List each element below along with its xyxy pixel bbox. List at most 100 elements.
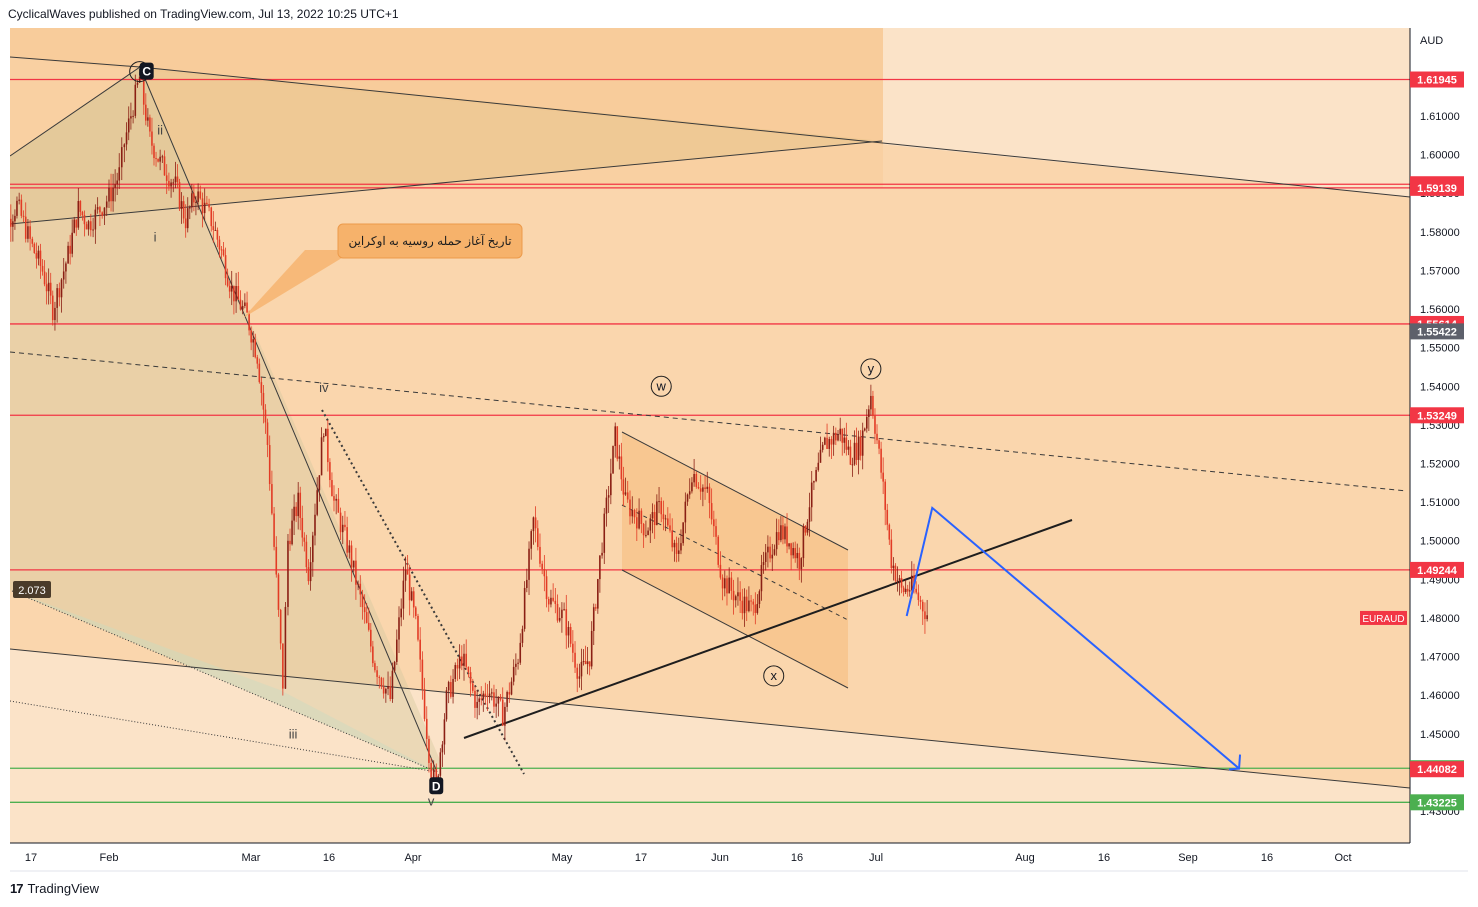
candle-body	[325, 428, 327, 437]
price-tick-label: 1.45000	[1420, 729, 1460, 741]
candle-body	[10, 218, 12, 227]
time-tick-label: 16	[323, 852, 335, 864]
price-lines	[10, 78, 1410, 803]
candle-body	[778, 532, 780, 541]
candle-body	[645, 535, 647, 537]
candle-body	[29, 226, 31, 239]
candle-body	[69, 245, 71, 254]
candle-body	[320, 437, 323, 476]
candle-body	[552, 597, 554, 601]
candle-body	[478, 698, 481, 702]
candle-body	[828, 439, 831, 449]
candle-body	[708, 486, 711, 504]
candle-body	[504, 706, 506, 726]
price-axis-bg	[1410, 28, 1478, 843]
tradingview-logo[interactable]: ⁠17 TradingView	[10, 881, 99, 896]
price-badge-7-box	[1410, 794, 1464, 811]
candle-body	[804, 526, 807, 533]
candle-body	[730, 577, 733, 591]
candle-body	[77, 201, 80, 228]
candle-body	[872, 395, 874, 416]
candle-body	[582, 661, 585, 663]
candle-body	[299, 492, 302, 518]
candle-body	[174, 176, 177, 183]
candle-body	[572, 643, 574, 653]
candle-body	[250, 330, 252, 343]
candle-body	[370, 629, 372, 647]
candle-body	[824, 437, 826, 445]
candle-body	[782, 525, 784, 540]
candle-body	[499, 696, 502, 700]
candle-body	[184, 218, 187, 229]
candle-body	[528, 548, 530, 580]
time-tick-label: 17	[635, 852, 647, 864]
candle-body	[578, 676, 581, 679]
candle-body	[506, 691, 508, 707]
time-tick-label: 16	[1098, 852, 1110, 864]
candle-body	[67, 245, 69, 264]
candle-body	[389, 686, 392, 699]
candle-body	[880, 448, 882, 473]
candle-body	[710, 503, 713, 520]
candle-body	[482, 693, 485, 699]
price-tick-label: 1.61000	[1420, 111, 1460, 123]
candle-body	[849, 446, 852, 465]
candle-body	[47, 282, 50, 292]
candle-body	[293, 506, 295, 521]
candle-body	[501, 699, 504, 726]
candle-body	[857, 436, 860, 460]
candle-body	[197, 191, 199, 202]
candle-body	[680, 543, 682, 551]
price-axis: AUD1.610001.600001.590001.580001.570001.…	[1360, 28, 1478, 843]
price-badge-7: 1.43225	[1410, 794, 1464, 811]
candle-body	[130, 116, 132, 119]
time-axis-bg	[10, 843, 1410, 871]
candle-body	[201, 198, 204, 214]
symbol-tag: EURAUD	[1360, 610, 1407, 625]
candle-body	[908, 590, 911, 592]
candle-body	[515, 663, 517, 667]
candle-body	[688, 491, 691, 495]
candle-body	[493, 692, 495, 707]
time-tick-label: 16	[791, 852, 803, 864]
candle-body	[640, 510, 643, 524]
price-badge-0-box	[1410, 71, 1464, 88]
candle-body	[647, 530, 649, 536]
price-tick-label: 1.60000	[1420, 150, 1460, 162]
wave-label-y: y	[860, 358, 882, 380]
fib-ratio-text: 2.073	[18, 585, 46, 597]
candle-body	[224, 255, 227, 279]
candle-body	[682, 522, 684, 544]
callout-box	[337, 223, 523, 259]
candle-body	[721, 577, 724, 589]
candle-body	[737, 592, 739, 597]
wave-label-w: w	[650, 375, 672, 397]
candle-body	[796, 552, 799, 559]
candle-body	[902, 587, 905, 593]
candle-body	[357, 583, 359, 585]
candle-body	[726, 578, 728, 594]
candle-body	[813, 481, 815, 483]
candle-body	[565, 609, 568, 636]
projection-arrowhead	[1228, 754, 1242, 771]
candle-body	[576, 667, 579, 679]
candle-body	[275, 546, 278, 575]
candle-body	[252, 339, 254, 343]
candle-body	[695, 473, 698, 487]
projection-line	[905, 506, 1240, 770]
candle-body	[626, 492, 629, 500]
candle-body	[463, 653, 465, 666]
candle-body	[208, 204, 210, 208]
candle-body	[788, 543, 790, 547]
extra-badge-0-box	[1410, 323, 1464, 340]
candle-body	[859, 436, 862, 456]
candle-body	[85, 224, 88, 230]
candle-body	[4, 229, 6, 243]
candle-body	[898, 578, 901, 581]
candle-body	[835, 432, 837, 441]
candle-body	[254, 339, 257, 358]
candle-body	[260, 382, 263, 393]
candle-body	[142, 79, 145, 105]
candle-body	[273, 513, 275, 547]
